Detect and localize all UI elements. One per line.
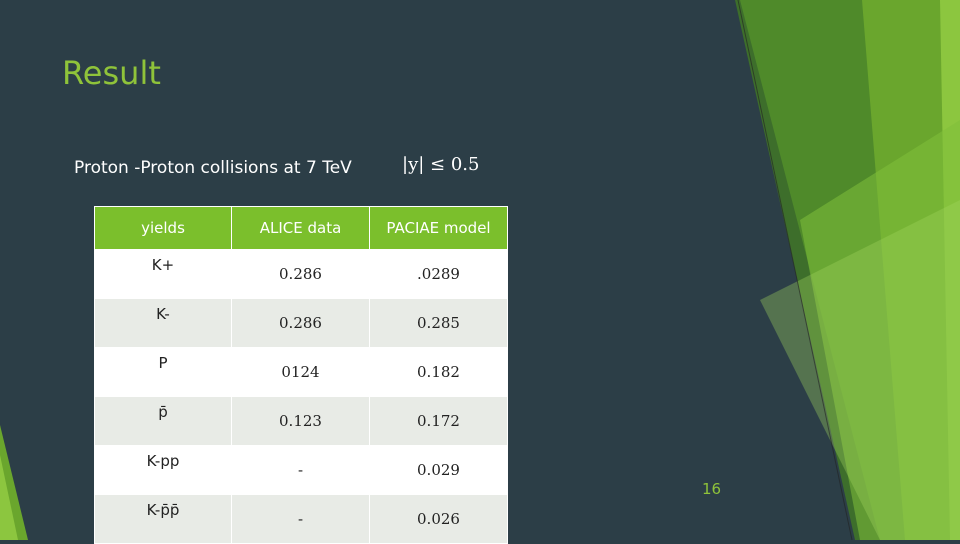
paciae-value: 0.285 bbox=[369, 298, 508, 348]
slide-title: Result bbox=[62, 54, 161, 92]
row-label: p̄ bbox=[94, 396, 232, 446]
row-label: K-p̄p̄ bbox=[94, 494, 232, 544]
table-row: K-pp - 0.029 bbox=[94, 445, 508, 495]
alice-value: - bbox=[231, 494, 370, 544]
row-label: P bbox=[94, 347, 232, 397]
row-label: K- bbox=[94, 298, 232, 348]
paciae-value: 0.172 bbox=[369, 396, 508, 446]
row-label: K+ bbox=[94, 249, 232, 299]
table-row: K+ 0.286 .0289 bbox=[94, 249, 508, 299]
alice-value: 0.286 bbox=[231, 249, 370, 299]
column-header-paciae: PACIAE model bbox=[369, 206, 508, 250]
yields-table: yields ALICE data PACIAE model K+ 0.286 … bbox=[94, 206, 508, 544]
alice-value: 0.286 bbox=[231, 298, 370, 348]
slide-subtitle: Proton -Proton collisions at 7 TeV bbox=[74, 158, 352, 178]
table-row: K-p̄p̄ - 0.026 bbox=[94, 494, 508, 544]
table-row: P 0124 0.182 bbox=[94, 347, 508, 397]
paciae-value: 0.182 bbox=[369, 347, 508, 397]
table-row: K- 0.286 0.285 bbox=[94, 298, 508, 348]
rapidity-formula: |y| ≤ 0.5 bbox=[402, 154, 480, 175]
paciae-value: .0289 bbox=[369, 249, 508, 299]
column-header-alice: ALICE data bbox=[231, 206, 370, 250]
alice-value: 0.123 bbox=[231, 396, 370, 446]
page-number: 16 bbox=[702, 480, 722, 498]
alice-value: 0124 bbox=[231, 347, 370, 397]
alice-value: - bbox=[231, 445, 370, 495]
table-row: p̄ 0.123 0.172 bbox=[94, 396, 508, 446]
table-header-row: yields ALICE data PACIAE model bbox=[94, 206, 508, 250]
paciae-value: 0.029 bbox=[369, 445, 508, 495]
row-label: K-pp bbox=[94, 445, 232, 495]
paciae-value: 0.026 bbox=[369, 494, 508, 544]
column-header-yields: yields bbox=[94, 206, 232, 250]
